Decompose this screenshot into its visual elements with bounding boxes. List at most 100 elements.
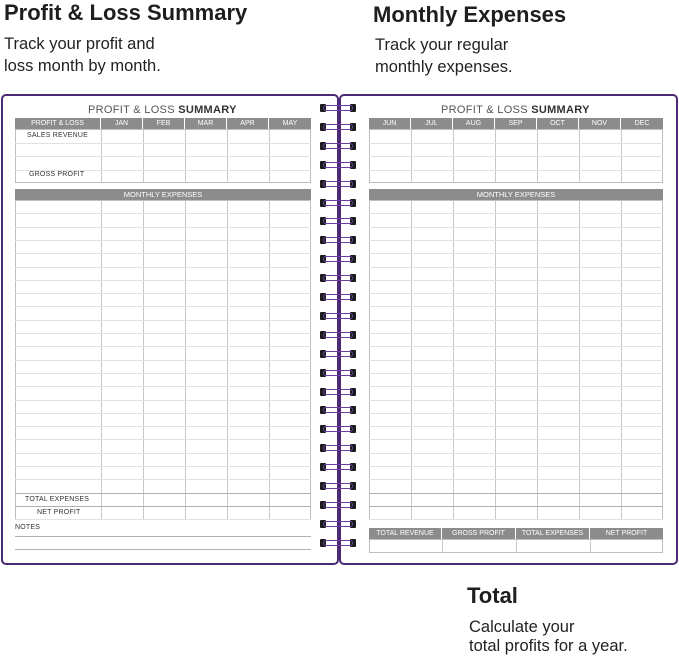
totals-header: TOTAL REVENUE GROSS PROFIT TOTAL EXPENSE… xyxy=(369,528,663,539)
col-jul: JUL xyxy=(411,118,453,129)
ring-hole xyxy=(350,104,356,112)
net-profit-col: NET PROFIT xyxy=(590,528,663,539)
ring-coil xyxy=(323,445,353,452)
ring-coil xyxy=(323,237,353,244)
ring-hole xyxy=(350,293,356,301)
spiral-ring xyxy=(320,443,356,453)
grid-row-line xyxy=(369,169,663,171)
right-planner-page: PROFIT & LOSS SUMMARY JUN JUL AUG SEP OC… xyxy=(339,94,678,565)
ring-hole xyxy=(350,500,356,509)
total-feature-line2: total profits for a year. xyxy=(469,637,628,655)
grid-row-line xyxy=(15,346,311,348)
grid-row-line xyxy=(15,412,311,414)
spiral-ring xyxy=(320,216,356,226)
total-feature-title: Total xyxy=(467,583,518,608)
ring-hole xyxy=(350,425,356,434)
grid-row-line xyxy=(15,505,311,507)
grid-row-line xyxy=(15,466,311,467)
ring-coil xyxy=(323,256,353,263)
grid-row-line xyxy=(15,319,311,321)
ring-coil xyxy=(323,105,353,111)
grid-row-line xyxy=(369,156,663,157)
notes-line xyxy=(15,536,311,537)
ring-hole xyxy=(350,160,356,169)
grid-row-line xyxy=(369,452,663,454)
notes-label: NOTES xyxy=(15,524,41,531)
grid-row-line xyxy=(15,372,311,374)
total-expenses-label: TOTAL EXPENSES xyxy=(25,496,90,503)
ring-hole xyxy=(350,406,356,415)
pl-feature-line1: Track your profit and xyxy=(4,35,155,53)
ring-coil xyxy=(323,350,353,357)
grid-row-line xyxy=(369,505,663,507)
col-jan: JAN xyxy=(101,118,143,129)
left-title-bold: SUMMARY xyxy=(178,104,237,116)
ring-coil xyxy=(323,539,353,546)
grid-row-line xyxy=(15,359,311,361)
ring-coil xyxy=(323,388,353,395)
left-page-title: PROFIT & LOSS SUMMARY xyxy=(88,104,237,116)
grid-row-line xyxy=(369,293,663,295)
grid-row-line xyxy=(369,466,663,467)
totals-column-line xyxy=(590,539,591,553)
ring-hole xyxy=(350,519,356,528)
spiral-ring xyxy=(320,387,356,397)
ring-hole xyxy=(350,482,356,490)
ring-hole xyxy=(350,236,356,245)
right-summary-header: JUN JUL AUG SEP OCT NOV DEC xyxy=(369,118,663,129)
spiral-ring xyxy=(320,198,356,208)
grid-row-line xyxy=(369,279,663,281)
right-title-bold: SUMMARY xyxy=(531,104,590,116)
me-feature-title: Monthly Expenses xyxy=(373,2,567,27)
ring-coil xyxy=(323,180,353,187)
grid-row-line xyxy=(369,226,663,228)
ring-coil xyxy=(323,142,353,149)
notes-line xyxy=(15,549,311,550)
ring-coil xyxy=(323,294,353,300)
ring-coil xyxy=(323,501,353,508)
grid-row-line xyxy=(369,253,663,255)
grid-row-line xyxy=(15,226,311,228)
ring-hole xyxy=(350,311,356,320)
total-expenses-col: TOTAL EXPENSES xyxy=(516,528,590,539)
grid-row-line xyxy=(15,439,311,441)
spiral-ring xyxy=(320,254,356,264)
grid-row-line xyxy=(369,319,663,321)
grid-row-line xyxy=(15,306,311,308)
ring-coil xyxy=(323,331,353,338)
grid-row-line xyxy=(369,479,663,481)
spiral-ring xyxy=(320,349,356,359)
grid-row-line xyxy=(15,452,311,454)
me-feature-line1: Track your regular xyxy=(375,36,509,54)
grid-row-line xyxy=(369,372,663,374)
grid-row-line xyxy=(15,293,311,295)
grid-row-line xyxy=(15,266,311,268)
ring-coil xyxy=(323,369,353,376)
spiral-ring xyxy=(320,519,356,529)
grid-row-line xyxy=(369,213,663,215)
ring-hole xyxy=(350,463,356,472)
grid-row-line xyxy=(15,333,311,334)
spiral-ring xyxy=(320,273,356,283)
spiral-ring xyxy=(320,481,356,491)
grid-row-line xyxy=(369,399,663,401)
right-monthly-expenses-bar: MONTHLY EXPENSES xyxy=(369,189,663,200)
col-apr: APR xyxy=(227,118,269,129)
totals-column-line xyxy=(516,539,517,553)
grid-row-line xyxy=(369,346,663,348)
ring-hole xyxy=(350,368,356,377)
ring-hole xyxy=(350,198,356,207)
col-dec: DEC xyxy=(621,118,663,129)
ring-hole xyxy=(350,274,356,283)
ring-hole xyxy=(350,349,356,358)
col-aug: AUG xyxy=(453,118,495,129)
left-monthly-expenses-bar: MONTHLY EXPENSES xyxy=(15,189,311,200)
ring-hole xyxy=(350,387,356,396)
gross-profit-col: GROSS PROFIT xyxy=(442,528,516,539)
ring-coil xyxy=(323,483,353,489)
grid-row-line xyxy=(369,386,663,388)
ring-hole xyxy=(350,141,356,150)
spiral-ring xyxy=(320,292,356,302)
grid-row-line xyxy=(369,306,663,308)
spiral-ring xyxy=(320,368,356,378)
